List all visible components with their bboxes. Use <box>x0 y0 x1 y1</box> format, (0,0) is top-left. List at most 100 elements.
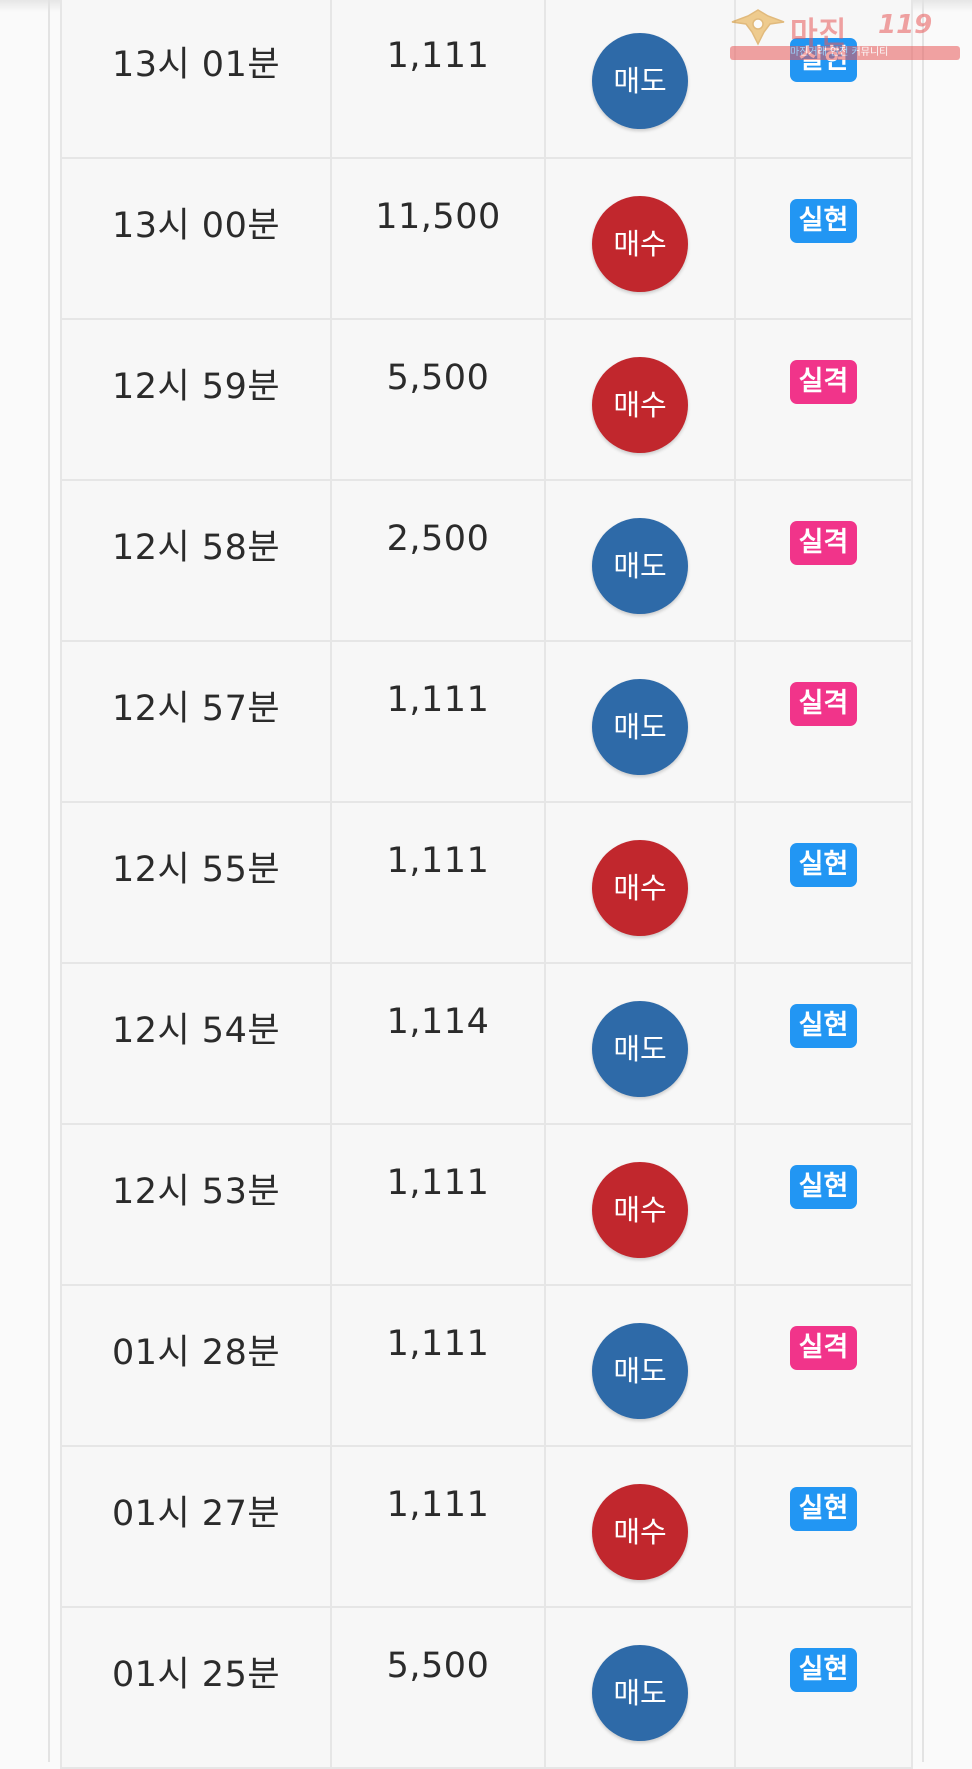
trade-amount: 1,111 <box>386 680 490 720</box>
direction-cell: 매수 <box>544 157 736 320</box>
amount-cell: 1,111 <box>330 640 546 803</box>
trade-history-table-container[interactable]: 13시 01분 1,111 매도 실현 13시 00분 11,500 매수 실현… <box>60 0 913 1769</box>
result-cell: 실격 <box>734 318 913 481</box>
trade-time: 01시 27분 <box>111 1494 281 1534</box>
time-cell: 12시 57분 <box>60 640 332 803</box>
result-cell: 실현 <box>734 0 913 159</box>
trade-time: 12시 59분 <box>111 367 281 407</box>
result-badge: 실격 <box>789 521 858 565</box>
trade-amount: 5,500 <box>386 1646 490 1686</box>
table-row: 12시 59분 5,500 매수 실격 <box>60 318 913 481</box>
amount-cell: 11,500 <box>330 157 546 320</box>
amount-cell: 2,500 <box>330 479 546 642</box>
result-cell: 실격 <box>734 640 913 803</box>
direction-cell: 매도 <box>544 1606 736 1769</box>
amount-cell: 1,111 <box>330 1445 546 1608</box>
buy-badge: 매수 <box>592 196 688 292</box>
result-badge: 실현 <box>789 1165 858 1209</box>
trade-time: 13시 01분 <box>111 45 281 85</box>
sell-badge: 매도 <box>592 518 688 614</box>
table-row: 12시 58분 2,500 매도 실격 <box>60 479 913 642</box>
trade-amount: 1,111 <box>386 1485 490 1525</box>
trade-amount: 11,500 <box>375 197 501 237</box>
trade-time: 12시 53분 <box>111 1172 281 1212</box>
result-badge: 실격 <box>789 682 858 726</box>
amount-cell: 1,111 <box>330 801 546 964</box>
page-border-right <box>922 0 924 1762</box>
buy-badge: 매수 <box>592 840 688 936</box>
direction-cell: 매도 <box>544 962 736 1125</box>
buy-badge: 매수 <box>592 357 688 453</box>
result-cell: 실현 <box>734 157 913 320</box>
sell-badge: 매도 <box>592 33 688 129</box>
sell-badge: 매도 <box>592 1001 688 1097</box>
result-cell: 실격 <box>734 1284 913 1447</box>
result-cell: 실현 <box>734 1445 913 1608</box>
result-badge: 실현 <box>789 843 858 887</box>
table-row: 01시 28분 1,111 매도 실격 <box>60 1284 913 1447</box>
amount-cell: 1,111 <box>330 1123 546 1286</box>
result-badge: 실현 <box>789 1487 858 1531</box>
result-badge: 실현 <box>789 38 858 82</box>
amount-cell: 1,114 <box>330 962 546 1125</box>
result-badge: 실격 <box>789 1326 858 1370</box>
page-border-left <box>48 0 50 1762</box>
table-row: 12시 53분 1,111 매수 실현 <box>60 1123 913 1286</box>
direction-cell: 매도 <box>544 479 736 642</box>
table-row: 12시 55분 1,111 매수 실현 <box>60 801 913 964</box>
table-row: 01시 25분 5,500 매도 실현 <box>60 1606 913 1769</box>
result-badge: 실현 <box>789 1648 858 1692</box>
trade-time: 13시 00분 <box>111 206 281 246</box>
result-badge: 실격 <box>789 360 858 404</box>
buy-badge: 매수 <box>592 1484 688 1580</box>
result-cell: 실격 <box>734 479 913 642</box>
result-cell: 실현 <box>734 1123 913 1286</box>
result-cell: 실현 <box>734 962 913 1125</box>
amount-cell: 5,500 <box>330 318 546 481</box>
direction-cell: 매도 <box>544 640 736 803</box>
trade-amount: 1,111 <box>386 1324 490 1364</box>
trade-amount: 2,500 <box>386 519 490 559</box>
trade-time: 12시 54분 <box>111 1011 281 1051</box>
direction-cell: 매수 <box>544 1445 736 1608</box>
trade-amount: 5,500 <box>386 358 490 398</box>
time-cell: 12시 55분 <box>60 801 332 964</box>
direction-cell: 매수 <box>544 801 736 964</box>
direction-cell: 매도 <box>544 0 736 159</box>
direction-cell: 매수 <box>544 1123 736 1286</box>
buy-badge: 매수 <box>592 1162 688 1258</box>
trade-history-body: 13시 01분 1,111 매도 실현 13시 00분 11,500 매수 실현… <box>60 0 913 1769</box>
trade-amount: 1,111 <box>386 1163 490 1203</box>
table-row: 13시 01분 1,111 매도 실현 <box>60 0 913 159</box>
time-cell: 13시 01분 <box>60 0 332 159</box>
amount-cell: 5,500 <box>330 1606 546 1769</box>
result-cell: 실현 <box>734 801 913 964</box>
amount-cell: 1,111 <box>330 0 546 159</box>
trade-amount: 1,111 <box>386 841 490 881</box>
direction-cell: 매도 <box>544 1284 736 1447</box>
sell-badge: 매도 <box>592 1323 688 1419</box>
time-cell: 01시 28분 <box>60 1284 332 1447</box>
time-cell: 12시 59분 <box>60 318 332 481</box>
trade-amount: 1,111 <box>386 36 490 76</box>
sell-badge: 매도 <box>592 679 688 775</box>
result-cell: 실현 <box>734 1606 913 1769</box>
trade-history-table: 13시 01분 1,111 매도 실현 13시 00분 11,500 매수 실현… <box>60 0 913 1769</box>
trade-time: 12시 57분 <box>111 689 281 729</box>
table-row: 12시 54분 1,114 매도 실현 <box>60 962 913 1125</box>
direction-cell: 매수 <box>544 318 736 481</box>
sell-badge: 매도 <box>592 1645 688 1741</box>
time-cell: 12시 54분 <box>60 962 332 1125</box>
amount-cell: 1,111 <box>330 1284 546 1447</box>
time-cell: 12시 53분 <box>60 1123 332 1286</box>
table-row: 01시 27분 1,111 매수 실현 <box>60 1445 913 1608</box>
time-cell: 13시 00분 <box>60 157 332 320</box>
result-badge: 실현 <box>789 1004 858 1048</box>
trade-time: 01시 28분 <box>111 1333 281 1373</box>
trade-time: 12시 55분 <box>111 850 281 890</box>
time-cell: 01시 25분 <box>60 1606 332 1769</box>
trade-amount: 1,114 <box>386 1002 490 1042</box>
time-cell: 01시 27분 <box>60 1445 332 1608</box>
table-row: 13시 00분 11,500 매수 실현 <box>60 157 913 320</box>
trade-time: 12시 58분 <box>111 528 281 568</box>
